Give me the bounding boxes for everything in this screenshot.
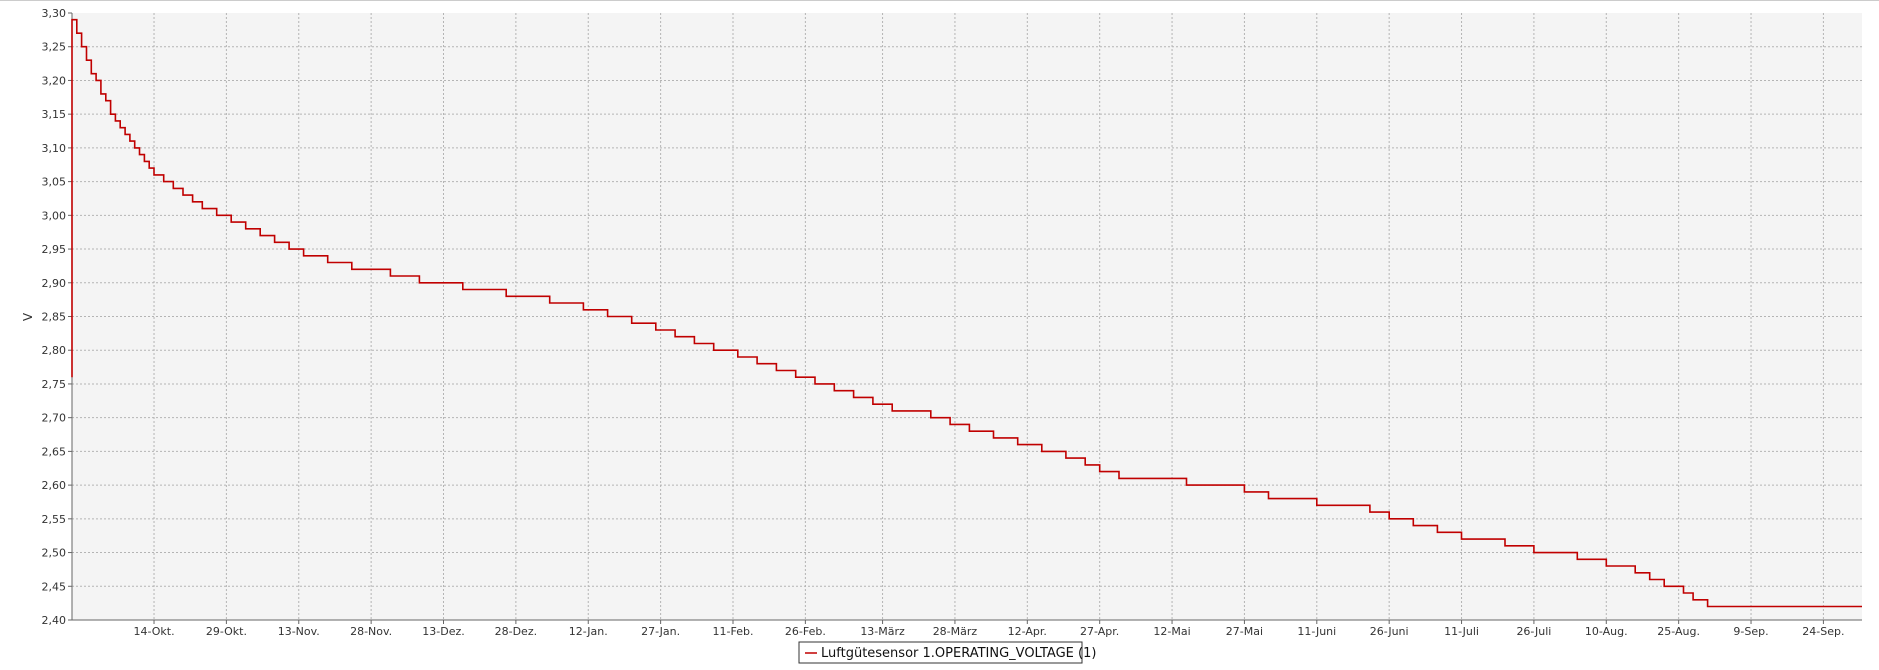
x-tick-label: 29-Okt. xyxy=(206,625,247,638)
legend[interactable]: Luftgütesensor 1.OPERATING_VOLTAGE (1) xyxy=(798,641,1096,664)
x-tick-label: 26-Feb. xyxy=(785,625,826,638)
y-tick-label: 2,55 xyxy=(42,513,67,526)
x-tick-label: 26-Juli xyxy=(1516,625,1551,638)
x-tick-label: 27-Mai xyxy=(1226,625,1263,638)
x-tick-label: 12-Apr. xyxy=(1008,625,1047,638)
x-tick-label: 13-Nov. xyxy=(278,625,320,638)
y-tick-label: 2,50 xyxy=(42,547,67,560)
y-tick-label: 3,30 xyxy=(42,7,67,20)
x-tick-label: 27-Jan. xyxy=(641,625,680,638)
y-tick-label: 2,80 xyxy=(42,344,67,357)
y-tick-label: 2,75 xyxy=(42,378,67,391)
x-tick-label: 28-Dez. xyxy=(495,625,537,638)
x-tick-label: 13-März xyxy=(860,625,905,638)
y-tick-label: 3,25 xyxy=(42,41,67,54)
grid xyxy=(72,13,1862,620)
series-line xyxy=(71,18,1862,608)
x-axis: 14-Okt. 29-Okt. 13-Nov. 28-Nov. 13-Dez. 28-De… xyxy=(72,619,1862,638)
x-tick-label: 12-Jan. xyxy=(569,625,608,638)
y-tick-label: 2,90 xyxy=(42,277,67,290)
x-tick-label: 26-Juni xyxy=(1370,625,1409,638)
series-group xyxy=(71,18,1862,608)
x-tick-label: 14-Okt. xyxy=(133,625,174,638)
y-tick-label: 2,60 xyxy=(42,479,67,492)
x-tick-label: 25-Aug. xyxy=(1657,625,1700,638)
x-tick-label: 27-Apr. xyxy=(1080,625,1119,638)
y-tick-label: 2,70 xyxy=(42,412,67,425)
y-tick-label: 3,15 xyxy=(42,108,67,121)
y-tick-label: 2,40 xyxy=(42,614,67,627)
plot-area xyxy=(72,13,1862,620)
y-tick-label: 3,20 xyxy=(42,74,67,87)
x-tick-label: 13-Dez. xyxy=(422,625,464,638)
x-tick-label: 9-Sep. xyxy=(1733,625,1768,638)
legend-entry: Luftgütesensor 1.OPERATING_VOLTAGE (1) xyxy=(821,646,1096,661)
x-tick-label: 10-Aug. xyxy=(1585,625,1628,638)
y-tick-label: 2,85 xyxy=(42,311,67,324)
x-tick-label: 12-Mai xyxy=(1153,625,1190,638)
x-tick-label: 11-Juni xyxy=(1297,625,1336,638)
y-tick-label: 3,10 xyxy=(42,142,67,155)
x-tick-label: 28-Nov. xyxy=(350,625,392,638)
y-tick-label: 2,95 xyxy=(42,243,67,256)
y-tick-label: 2,45 xyxy=(42,580,67,593)
y-axis: 2,40 2,45 2,50 2,55 2,60 2,65 2,70 2,75 2,80 2,85… xyxy=(42,7,73,627)
y-tick-label: 3,00 xyxy=(42,209,67,222)
legend-box xyxy=(798,641,1083,664)
x-tick-label: 24-Sep. xyxy=(1802,625,1844,638)
x-tick-label: 11-Juli xyxy=(1444,625,1479,638)
y-tick-label: 2,65 xyxy=(42,445,67,458)
x-tick-label: 28-März xyxy=(933,625,978,638)
y-axis-label: V xyxy=(21,312,35,321)
y-tick-label: 3,05 xyxy=(42,176,67,189)
x-tick-label: 11-Feb. xyxy=(713,625,754,638)
